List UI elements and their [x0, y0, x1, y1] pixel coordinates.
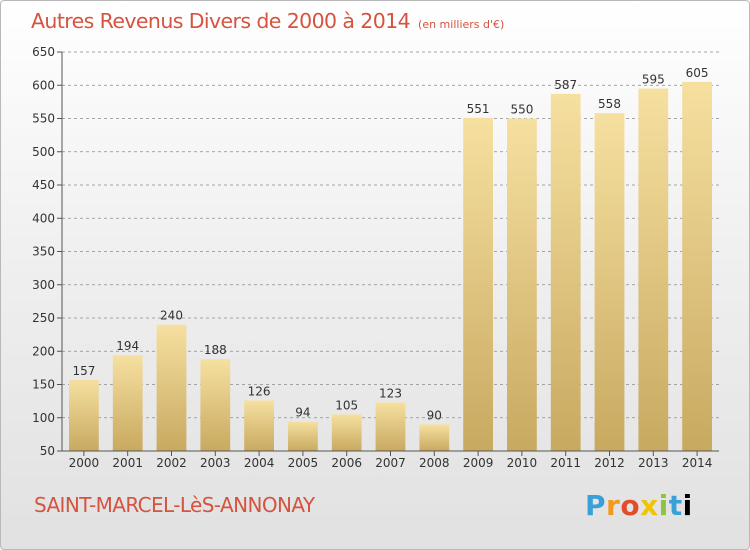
x-tick-label: 2000: [69, 456, 100, 470]
y-tick-label: 650: [32, 45, 55, 59]
chart-subtitle: (en milliers d'€): [418, 18, 505, 31]
bar: [156, 324, 187, 451]
x-tick-label: 2011: [550, 456, 581, 470]
y-tick-label: 250: [32, 311, 55, 325]
proxiti-logo: Proxiti: [585, 489, 693, 522]
bars: [69, 81, 712, 452]
x-tick-label: 2013: [638, 456, 669, 470]
y-tick-label: 550: [32, 112, 55, 126]
bar: [244, 400, 274, 451]
y-tick-label: 150: [32, 378, 55, 392]
bar: [375, 402, 406, 451]
bar: [288, 421, 318, 451]
bar: [638, 88, 669, 451]
bar: [331, 414, 362, 451]
x-tick-label: 2012: [594, 456, 625, 470]
y-tick-label: 200: [32, 344, 55, 358]
bar: [682, 81, 712, 452]
x-tick-label: 2010: [507, 456, 538, 470]
bar: [507, 118, 537, 451]
x-tick-label: 2001: [112, 456, 143, 470]
bar: [594, 113, 625, 452]
x-tick-label: 2004: [244, 456, 275, 470]
bar: [419, 424, 450, 451]
x-tick-label: 2003: [200, 456, 231, 470]
data-label: 194: [116, 339, 139, 353]
bar: [550, 93, 581, 452]
data-label: 240: [160, 309, 183, 323]
data-label: 157: [72, 364, 95, 378]
data-label: 558: [598, 97, 621, 111]
x-tick-label: 2009: [463, 456, 494, 470]
data-label: 587: [554, 78, 577, 92]
y-tick-label: 100: [32, 411, 55, 425]
y-tick-label: 600: [32, 78, 55, 92]
x-tick-label: 2014: [682, 456, 713, 470]
data-labels: 157 194 240 188 126 94 105 123 90 551 550 587 558 595…: [72, 66, 708, 422]
y-tick-label: 500: [32, 145, 55, 159]
x-tick-label: 2008: [419, 456, 450, 470]
data-label: 126: [248, 384, 271, 398]
commune-name: SAINT-MARCEL-LèS-ANNONAY: [34, 493, 315, 517]
data-label: 123: [379, 386, 402, 400]
chart-title: Autres Revenus Divers de 2000 à 2014: [31, 9, 411, 33]
y-tick-label: 400: [32, 211, 55, 225]
bar: [112, 355, 143, 451]
data-label: 90: [427, 408, 442, 422]
data-label: 94: [295, 406, 310, 420]
data-label: 550: [510, 103, 533, 117]
data-label: 105: [335, 398, 358, 412]
data-label: 605: [686, 66, 709, 80]
x-tick-label: 2002: [156, 456, 187, 470]
bar: [200, 359, 231, 451]
data-label: 188: [204, 343, 227, 357]
y-tick-label: 350: [32, 245, 55, 259]
x-tick-label: 2006: [331, 456, 362, 470]
y-tick-label: 300: [32, 278, 55, 292]
bar: [463, 117, 493, 452]
bar: [69, 379, 99, 451]
data-label: 595: [642, 73, 665, 87]
y-tick-label: 450: [32, 178, 55, 192]
y-tick-label: 50: [40, 444, 55, 458]
axes: 50 100 150 200 250 300 350 400 450 500 550 600 650 20…: [32, 45, 719, 470]
x-tick-label: 2007: [375, 456, 406, 470]
title-row: Autres Revenus Divers de 2000 à 2014 (en …: [31, 9, 504, 33]
data-label: 551: [467, 102, 490, 116]
x-tick-label: 2005: [288, 456, 319, 470]
